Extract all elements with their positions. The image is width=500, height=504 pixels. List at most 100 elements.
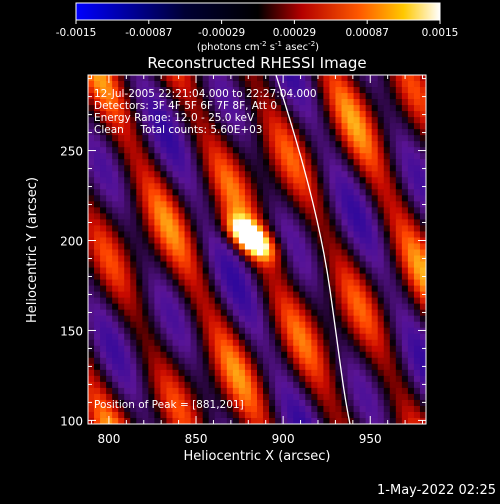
heatmap-cell bbox=[94, 135, 101, 142]
heatmap-cell bbox=[100, 75, 107, 82]
heatmap-cell bbox=[106, 93, 113, 100]
heatmap-cell bbox=[407, 249, 415, 257]
heatmap-cell bbox=[178, 309, 186, 317]
heatmap-cell bbox=[407, 111, 415, 118]
heatmap-cell bbox=[293, 231, 300, 239]
heatmap-cell bbox=[389, 225, 397, 233]
heatmap-cell bbox=[269, 369, 276, 377]
heatmap-cell bbox=[287, 411, 294, 419]
heatmap-cell bbox=[202, 75, 210, 82]
heatmap-cell bbox=[389, 177, 397, 184]
heatmap-cell bbox=[238, 105, 246, 112]
heatmap-cell bbox=[359, 321, 367, 329]
heatmap-cell bbox=[244, 117, 252, 124]
heatmap-cell bbox=[148, 339, 155, 347]
heatmap-cell bbox=[148, 357, 155, 365]
heatmap-cell bbox=[317, 135, 324, 142]
heatmap-cell bbox=[112, 189, 119, 196]
heatmap-cell bbox=[413, 399, 421, 407]
heatmap-cell bbox=[124, 375, 131, 383]
heatmap-cell bbox=[359, 387, 367, 395]
heatmap-cell bbox=[88, 303, 95, 311]
heatmap-cell bbox=[353, 375, 361, 383]
heatmap-cell bbox=[112, 297, 119, 305]
heatmap-cell bbox=[142, 399, 149, 407]
heatmap-cell bbox=[347, 297, 355, 305]
heatmap-cell bbox=[377, 195, 385, 202]
heatmap-cell bbox=[94, 315, 101, 323]
heatmap-cell bbox=[250, 309, 258, 317]
heatmap-cell bbox=[232, 351, 240, 359]
heatmap-cell bbox=[112, 177, 119, 184]
heatmap-cell bbox=[244, 99, 252, 106]
heatmap-cell bbox=[311, 249, 318, 257]
heatmap-cell bbox=[142, 99, 149, 106]
heatmap-cell bbox=[347, 87, 355, 94]
heatmap-cell bbox=[323, 213, 331, 221]
heatmap-cell bbox=[323, 357, 331, 365]
heatmap-cell bbox=[220, 321, 228, 329]
heatmap-cell bbox=[383, 399, 391, 407]
heatmap-cell bbox=[202, 213, 210, 221]
heatmap-cell bbox=[112, 129, 119, 136]
heatmap-cell bbox=[178, 279, 186, 287]
heatmap-cell bbox=[299, 417, 306, 424]
heatmap-cell bbox=[142, 141, 149, 148]
heatmap-cell bbox=[172, 309, 180, 317]
heatmap-cell bbox=[335, 339, 343, 347]
heatmap-cell bbox=[214, 399, 222, 407]
heatmap-cell bbox=[257, 123, 264, 130]
heatmap-cell bbox=[94, 279, 101, 287]
heatmap-cell bbox=[196, 411, 204, 419]
heatmap-cell bbox=[250, 399, 258, 407]
heatmap-cell bbox=[244, 201, 252, 208]
heatmap-cell bbox=[281, 273, 288, 281]
heatmap-cell bbox=[220, 309, 228, 317]
heatmap-cell bbox=[244, 387, 252, 395]
heatmap-cell bbox=[347, 165, 355, 172]
heatmap-cell bbox=[136, 213, 143, 221]
heatmap-cell bbox=[365, 99, 373, 106]
heatmap-cell bbox=[329, 351, 337, 359]
heatmap-cell bbox=[365, 369, 373, 377]
heatmap-cell bbox=[226, 381, 234, 389]
y-axis-label: Heliocentric Y (arcsec) bbox=[25, 177, 40, 323]
heatmap-cell bbox=[178, 399, 186, 407]
heatmap-cell bbox=[353, 237, 361, 245]
heatmap-cell bbox=[172, 369, 180, 377]
heatmap-cell bbox=[329, 387, 337, 395]
heatmap-cell bbox=[419, 297, 426, 305]
heatmap-cell bbox=[124, 195, 131, 202]
heatmap-cell bbox=[305, 327, 312, 335]
heatmap-cell bbox=[293, 201, 300, 208]
heatmap-cell bbox=[244, 129, 252, 136]
heatmap-cell bbox=[250, 219, 258, 227]
heatmap-cell bbox=[88, 351, 95, 359]
heatmap-cell bbox=[220, 207, 228, 214]
heatmap-cell bbox=[112, 105, 119, 112]
heatmap-cell bbox=[148, 177, 155, 184]
heatmap-cell bbox=[383, 261, 391, 269]
heatmap-cell bbox=[407, 303, 415, 311]
heatmap-cell bbox=[154, 261, 162, 269]
heatmap-cell bbox=[395, 393, 403, 401]
heatmap-cell bbox=[88, 327, 95, 335]
heatmap-cell bbox=[269, 117, 276, 124]
heatmap-cell bbox=[419, 153, 426, 160]
heatmap-cell bbox=[407, 117, 415, 124]
heatmap-cell bbox=[118, 285, 125, 293]
heatmap-cell bbox=[395, 243, 403, 251]
heatmap-cell bbox=[395, 99, 403, 106]
heatmap-cell bbox=[232, 87, 240, 94]
heatmap-cell bbox=[88, 405, 95, 413]
heatmap-cell bbox=[244, 243, 252, 251]
heatmap-cell bbox=[172, 177, 180, 184]
heatmap-cell bbox=[257, 135, 264, 142]
heatmap-cell bbox=[257, 201, 264, 208]
heatmap-cell bbox=[214, 327, 222, 335]
heatmap-cell bbox=[238, 267, 246, 275]
heatmap-cell bbox=[281, 249, 288, 257]
heatmap-cell bbox=[287, 105, 294, 112]
heatmap-cell bbox=[305, 405, 312, 413]
